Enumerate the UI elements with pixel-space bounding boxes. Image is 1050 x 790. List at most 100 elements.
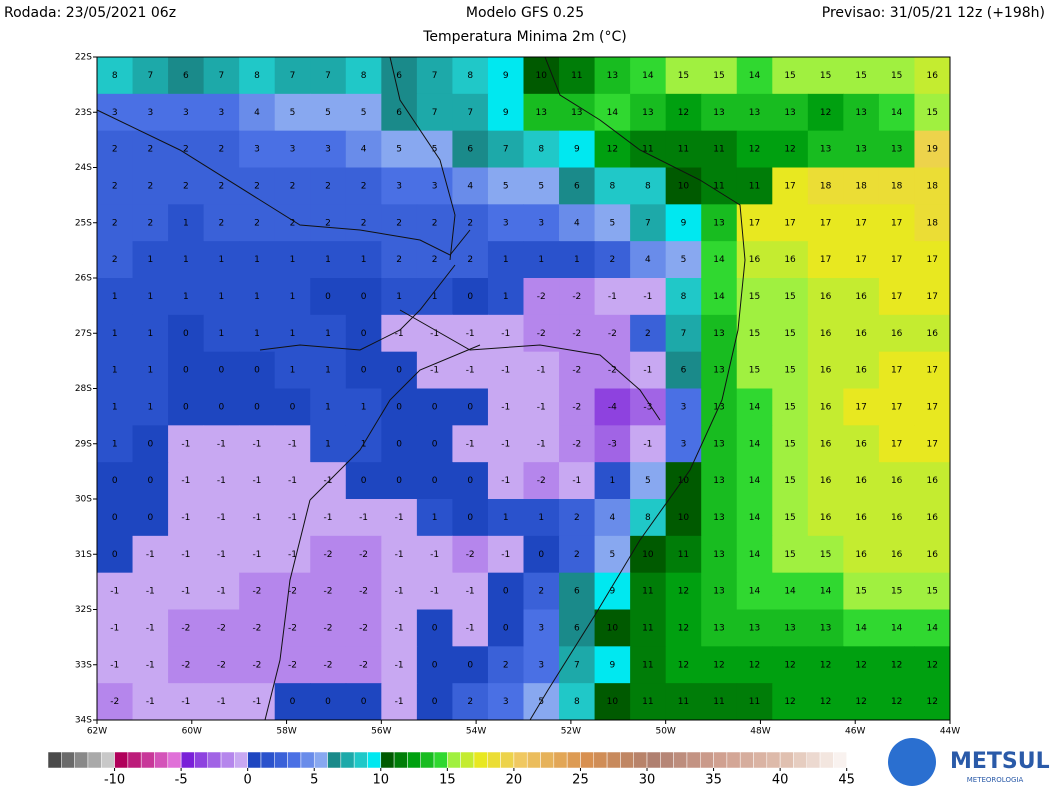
temperature-cell	[701, 57, 738, 95]
temperature-label: 12	[678, 108, 689, 118]
temperature-cell	[701, 167, 738, 205]
temperature-label: 14	[607, 108, 619, 118]
temperature-label: -1	[395, 550, 404, 560]
temperature-cell	[843, 241, 880, 279]
temperature-label: -1	[288, 476, 297, 486]
temperature-cell	[914, 425, 951, 463]
temperature-cell	[914, 462, 951, 500]
colorbar-box	[726, 751, 741, 769]
temperature-cell	[97, 646, 134, 684]
temperature-cell	[523, 278, 560, 316]
temperature-cell	[416, 683, 453, 721]
temperature-cell	[523, 57, 560, 95]
colorbar-box	[447, 751, 461, 769]
colorbar-box	[180, 751, 195, 769]
colorbar-box	[700, 751, 714, 769]
temperature-label: -1	[466, 439, 475, 449]
temperature-cell	[310, 351, 347, 389]
lat-tick-label: 30S	[75, 495, 92, 505]
temperature-cell	[97, 683, 134, 721]
temperature-cell	[736, 535, 773, 574]
temperature-label: 0	[254, 366, 260, 376]
temperature-label: 17	[927, 255, 938, 265]
temperature-label: 0	[396, 366, 402, 376]
colorbar-box	[247, 751, 262, 769]
temperature-label: -1	[430, 366, 439, 376]
temperature-cell	[701, 93, 738, 132]
colorbar-box	[819, 751, 834, 769]
temperature-label: -1	[252, 513, 261, 523]
temperature-label: 16	[855, 439, 867, 449]
temperature-label: 1	[325, 439, 331, 449]
temperature-label: -2	[537, 476, 546, 486]
temperature-cell	[665, 93, 702, 132]
temperature-cell	[97, 535, 134, 574]
temperature-cell	[843, 351, 880, 389]
temperature-label: -1	[466, 329, 475, 339]
lat-tick-label: 23S	[75, 108, 92, 118]
temperature-cell	[487, 93, 524, 132]
temperature-label: -2	[181, 660, 190, 670]
temperature-cell	[381, 278, 418, 316]
temperature-cell	[168, 683, 205, 721]
temperature-label: 10	[607, 623, 619, 633]
temperature-cell	[239, 572, 276, 610]
temperature-cell	[914, 167, 951, 205]
temperature-label: 5	[290, 108, 296, 118]
temperature-cell	[239, 130, 276, 168]
temperature-cell	[914, 572, 951, 610]
temperature-label: 13	[571, 108, 582, 118]
temperature-label: 17	[927, 439, 938, 449]
temperature-cell	[310, 425, 347, 463]
temperature-label: 17	[891, 366, 902, 376]
temperature-label: 7	[432, 108, 438, 118]
colorbar-box	[167, 751, 182, 769]
temperature-cell	[239, 241, 276, 279]
temperature-label: -2	[572, 292, 581, 302]
temperature-cell	[487, 57, 524, 95]
temperature-label: 3	[503, 697, 509, 707]
temperature-cell	[772, 609, 809, 647]
temperature-label: 0	[112, 513, 118, 523]
temperature-label: -2	[288, 623, 297, 633]
temperature-label: 1	[361, 402, 367, 412]
temperature-cell	[97, 425, 134, 463]
colorbar-box	[593, 751, 608, 769]
temperature-cell	[132, 646, 169, 684]
temperature-label: -1	[395, 513, 404, 523]
temperature-label: -1	[395, 697, 404, 707]
temperature-cell	[203, 535, 240, 574]
lat-tick-label: 27S	[75, 329, 92, 339]
temperature-label: 18	[820, 181, 832, 191]
temperature-label: 0	[147, 439, 153, 449]
temperature-label: 1	[609, 476, 615, 486]
temperature-label: 14	[855, 623, 867, 633]
temperature-cell	[878, 93, 915, 132]
temperature-label: 0	[432, 623, 438, 633]
temperature-cell	[630, 57, 667, 95]
temperature-label: 6	[183, 71, 189, 81]
lat-tick-label: 25S	[75, 218, 92, 228]
temperature-cell	[807, 57, 844, 95]
temperature-label: 16	[927, 329, 939, 339]
temperature-cell	[239, 425, 276, 463]
temperature-cell	[559, 462, 596, 500]
temperature-cell	[239, 609, 276, 647]
temperature-cell	[559, 204, 596, 242]
temperature-label: 7	[325, 71, 331, 81]
temperature-label: -1	[181, 587, 190, 597]
temperature-label: -2	[572, 366, 581, 376]
temperature-cell	[97, 314, 134, 353]
temperature-label: 14	[749, 587, 761, 597]
temperature-cell	[630, 204, 667, 242]
temperature-label: 1	[290, 329, 296, 339]
temperature-cell	[132, 388, 169, 426]
temperature-cell	[559, 167, 596, 205]
run-label: Rodada: 23/05/2021 06z	[4, 5, 176, 21]
colorbar-tick-label: -5	[175, 773, 188, 788]
temperature-cell	[416, 57, 453, 95]
temperature-label: 15	[820, 71, 831, 81]
temperature-label: 12	[607, 145, 618, 155]
temperature-cell	[97, 167, 134, 205]
temperature-label: -2	[110, 697, 119, 707]
